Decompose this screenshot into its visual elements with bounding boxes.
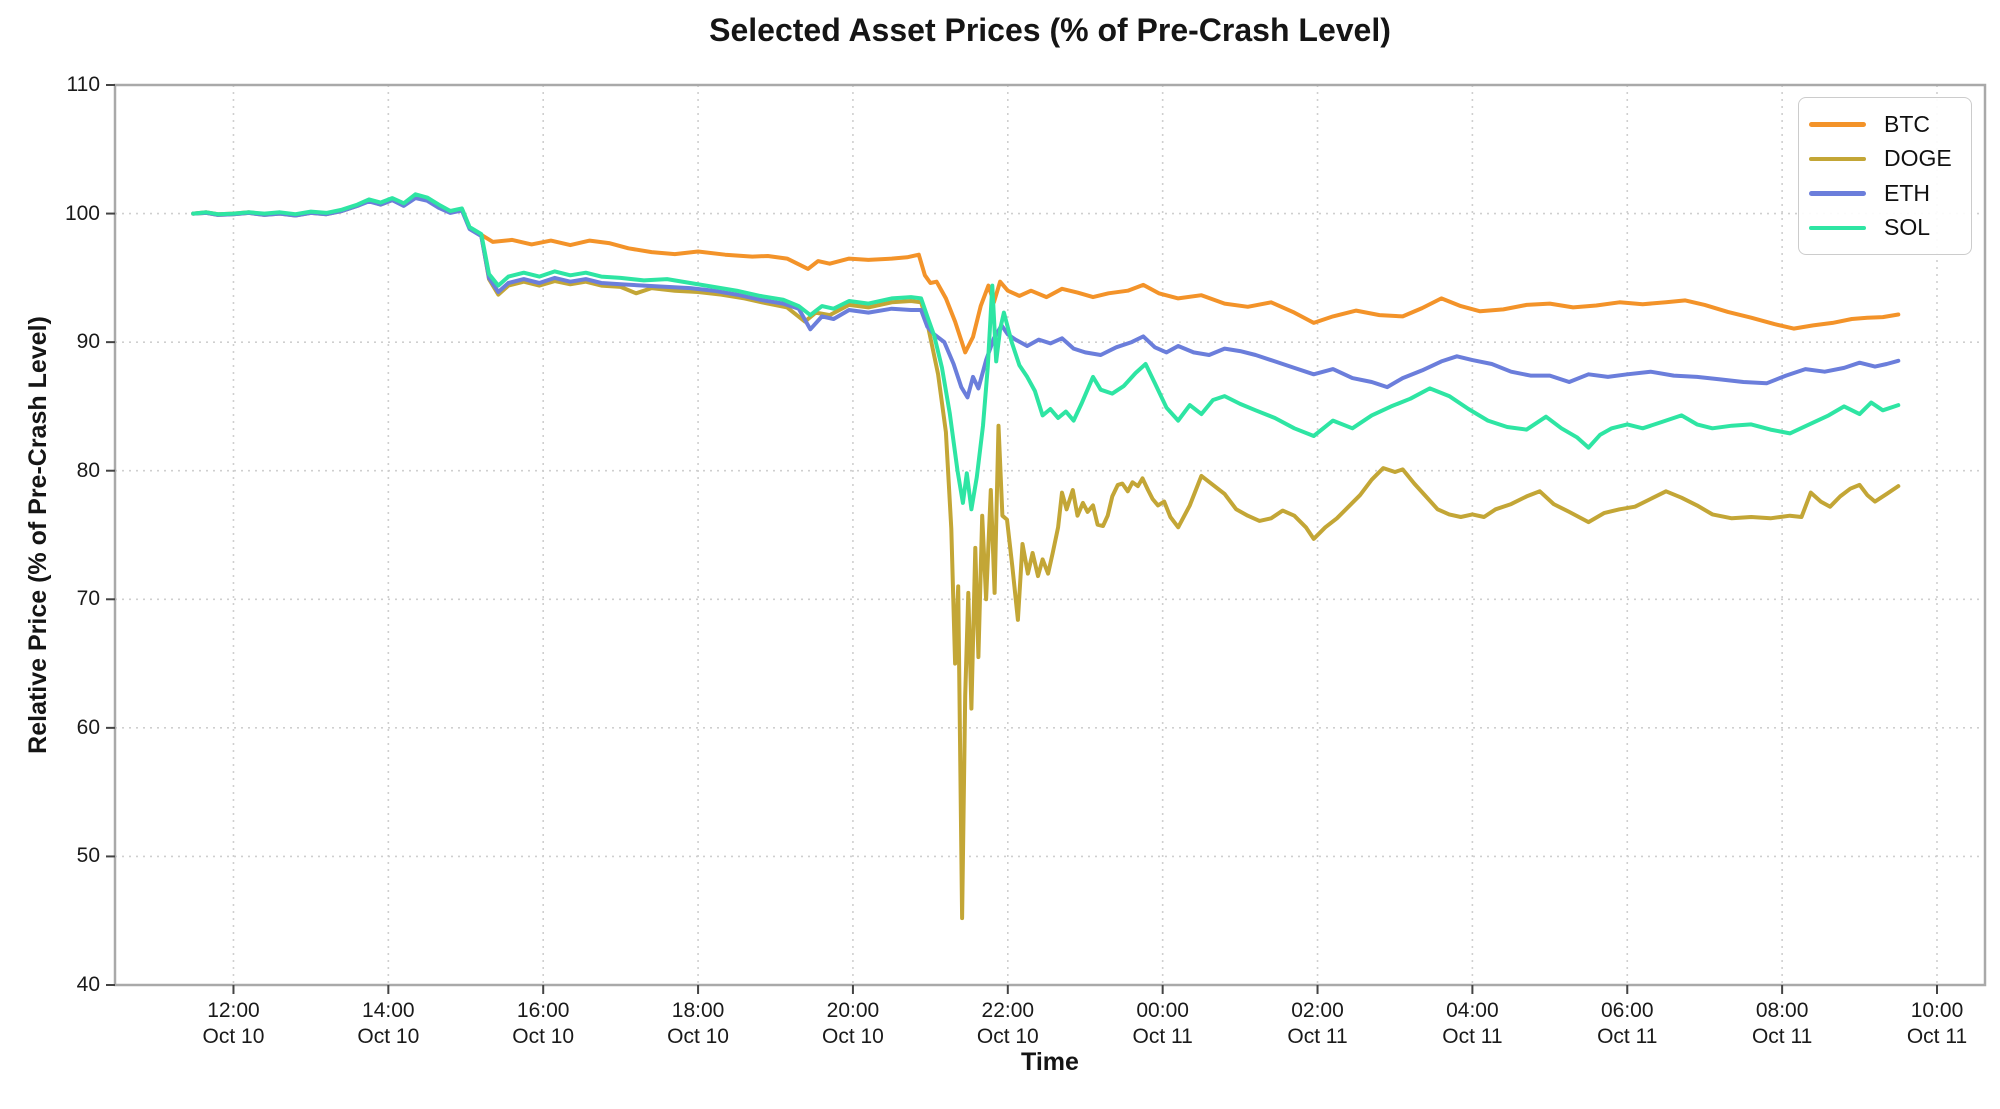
x-tick-label: 10:00 Oct 11 xyxy=(1877,998,1997,1050)
legend-label: BTC xyxy=(1884,110,1930,137)
x-tick-label: 22:00 Oct 10 xyxy=(948,998,1068,1050)
y-tick-label: 80 xyxy=(76,458,100,482)
y-tick-label: 60 xyxy=(76,715,100,739)
legend-entry-eth: ETH xyxy=(1809,176,1959,211)
y-tick-label: 50 xyxy=(76,844,100,868)
x-tick-time: 08:00 xyxy=(1755,999,1809,1022)
x-tick-date: Oct 10 xyxy=(357,1025,420,1048)
x-tick-date: Oct 11 xyxy=(1597,1025,1658,1048)
x-tick-date: Oct 11 xyxy=(1132,1025,1193,1048)
x-tick-label: 00:00 Oct 11 xyxy=(1103,998,1223,1050)
x-tick-date: Oct 11 xyxy=(1751,1025,1813,1048)
x-tick-time: 22:00 xyxy=(981,999,1035,1022)
x-tick-label: 06:00 Oct 11 xyxy=(1567,998,1687,1050)
x-tick-label: 02:00 Oct 11 xyxy=(1258,998,1378,1050)
series-line-btc xyxy=(191,194,1901,355)
legend-line-swatch xyxy=(1809,191,1866,196)
x-tick-date: Oct 10 xyxy=(976,1025,1039,1048)
x-tick-time: 06:00 xyxy=(1600,999,1654,1022)
x-tick-date: Oct 10 xyxy=(512,1025,575,1048)
x-tick-label: 12:00 Oct 10 xyxy=(173,998,293,1050)
legend-line-swatch xyxy=(1809,156,1866,161)
legend-label: DOGE xyxy=(1884,145,1952,172)
x-tick-time: 02:00 xyxy=(1291,999,1344,1022)
x-tick-time: 00:00 xyxy=(1136,999,1189,1022)
x-tick-time: 10:00 xyxy=(1910,999,1964,1022)
chart-title: Selected Asset Prices (% of Pre-Crash Le… xyxy=(709,12,1391,48)
y-tick-label: 90 xyxy=(76,330,100,354)
legend-line-swatch xyxy=(1809,225,1866,230)
legend-entry-sol: SOL xyxy=(1809,211,1959,246)
y-tick-label: 40 xyxy=(76,973,100,996)
legend-label: SOL xyxy=(1884,214,1931,241)
x-tick-time: 20:00 xyxy=(826,999,880,1022)
legend: BTC DOGE ETH SOL xyxy=(1798,97,1972,255)
x-tick-label: 04:00 Oct 11 xyxy=(1412,998,1532,1050)
x-axis-label: Time xyxy=(1021,1048,1079,1076)
x-tick-date: Oct 10 xyxy=(821,1025,884,1048)
y-tick-label: 110 xyxy=(66,73,100,96)
x-tick-date: Oct 10 xyxy=(667,1025,729,1048)
legend-label: ETH xyxy=(1884,179,1930,206)
x-tick-time: 14:00 xyxy=(362,999,415,1022)
legend-entry-doge: DOGE xyxy=(1809,142,1959,177)
legend-entry-btc: BTC xyxy=(1809,107,1959,142)
x-tick-time: 04:00 xyxy=(1446,999,1499,1022)
x-tick-date: Oct 11 xyxy=(1906,1025,1968,1048)
legend-line-swatch xyxy=(1809,122,1866,127)
x-tick-time: 18:00 xyxy=(671,999,725,1022)
x-tick-label: 18:00 Oct 10 xyxy=(638,998,758,1050)
x-tick-label: 16:00 Oct 10 xyxy=(483,998,603,1050)
x-tick-label: 20:00 Oct 10 xyxy=(793,998,913,1050)
x-tick-date: Oct 11 xyxy=(1287,1025,1348,1048)
x-tick-time: 16:00 xyxy=(516,999,570,1022)
x-tick-date: Oct 10 xyxy=(202,1025,265,1048)
axes-spines xyxy=(113,83,1987,987)
x-tick-date: Oct 11 xyxy=(1442,1025,1503,1048)
y-tick-label: 70 xyxy=(76,587,100,611)
x-tick-label: 08:00 Oct 11 xyxy=(1722,998,1842,1050)
series-line-doge xyxy=(191,194,1901,921)
x-tick-time: 12:00 xyxy=(207,999,260,1022)
y-tick-label: 100 xyxy=(64,201,100,225)
series-line-sol xyxy=(191,192,1901,512)
x-tick-label: 14:00 Oct 10 xyxy=(328,998,448,1050)
